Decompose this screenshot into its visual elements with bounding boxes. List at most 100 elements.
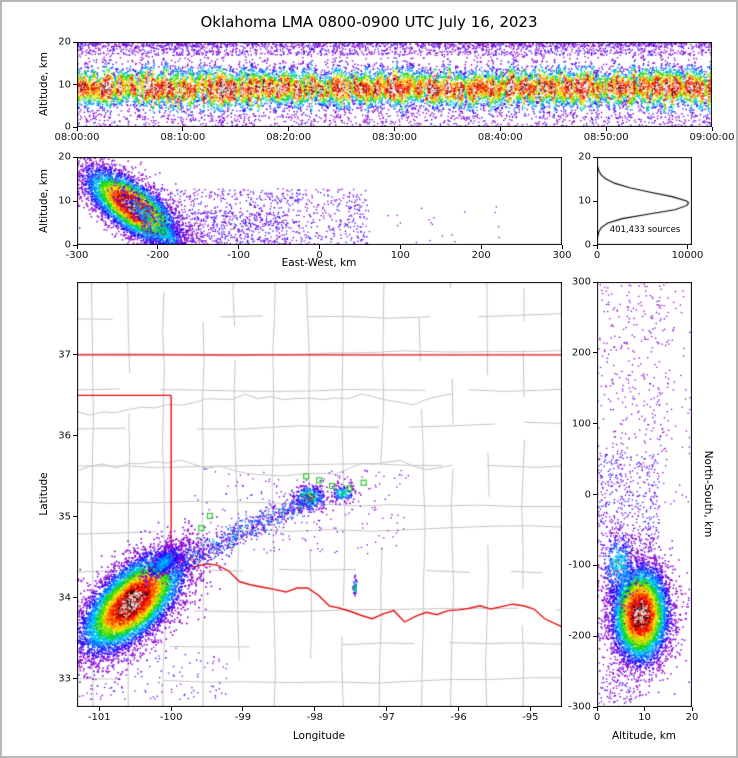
x-tick-label: -101 bbox=[87, 712, 111, 723]
x-tick bbox=[644, 707, 645, 711]
latitude-ylabel: Latitude bbox=[38, 472, 50, 516]
y-tick-label: 20 bbox=[58, 36, 71, 48]
x-tick-label: 0 bbox=[593, 250, 601, 261]
altitude-histogram-panel bbox=[597, 157, 692, 245]
x-tick bbox=[157, 245, 159, 249]
y-tick-label: 10 bbox=[58, 195, 71, 207]
y-tick bbox=[73, 84, 77, 85]
y-tick-label: 10 bbox=[578, 195, 591, 207]
y-tick-label: 0 bbox=[584, 489, 591, 500]
x-tick bbox=[288, 127, 290, 131]
y-tick-label: 37 bbox=[58, 349, 71, 361]
east-west-ylabel: Altitude, km bbox=[38, 168, 50, 234]
y-tick bbox=[73, 200, 77, 202]
y-tick-label: 35 bbox=[58, 511, 71, 523]
x-tick bbox=[605, 127, 607, 131]
x-tick bbox=[314, 707, 316, 711]
x-tick-label: 08:40:00 bbox=[477, 132, 523, 143]
north-south-height-canvas bbox=[597, 282, 692, 707]
ns-panel-xlabel: Altitude, km bbox=[611, 730, 677, 742]
y-tick bbox=[593, 200, 597, 202]
time-height-ylabel: Altitude, km bbox=[38, 51, 50, 117]
x-tick-label: -300 bbox=[65, 250, 89, 261]
y-tick-label: 100 bbox=[571, 418, 591, 430]
x-tick-label: 08:20:00 bbox=[266, 132, 312, 143]
figure-title: Oklahoma LMA 0800-0900 UTC July 16, 2023 bbox=[200, 13, 538, 31]
plan-view-map-canvas bbox=[77, 282, 562, 707]
x-tick bbox=[170, 707, 172, 711]
east-west-xlabel: East-West, km bbox=[281, 257, 357, 269]
x-tick bbox=[394, 127, 395, 131]
y-tick-label: 200 bbox=[571, 347, 591, 359]
x-tick-label: 08:10:00 bbox=[160, 132, 206, 143]
x-tick-label: 300 bbox=[552, 250, 572, 261]
y-tick-label: 0 bbox=[584, 239, 591, 251]
x-tick-label: -100 bbox=[159, 712, 183, 723]
y-tick bbox=[593, 156, 597, 158]
y-tick bbox=[73, 41, 77, 43]
time-height-panel bbox=[77, 42, 712, 127]
y-tick bbox=[73, 354, 77, 356]
y-tick bbox=[73, 435, 77, 437]
x-tick bbox=[182, 127, 184, 131]
x-tick bbox=[596, 245, 598, 249]
sources-count-label: 401,433 sources bbox=[609, 225, 681, 235]
x-tick-label: 10000 bbox=[671, 250, 704, 261]
y-tick bbox=[73, 156, 77, 158]
x-tick bbox=[76, 127, 78, 131]
x-tick-label: -96 bbox=[450, 712, 467, 723]
x-tick bbox=[596, 707, 598, 711]
x-tick bbox=[499, 127, 501, 131]
y-tick-label: 20 bbox=[578, 151, 591, 163]
x-tick bbox=[458, 707, 460, 711]
x-tick bbox=[691, 707, 693, 711]
x-tick-label: 0 bbox=[593, 712, 601, 723]
north-south-height-panel bbox=[597, 282, 692, 707]
longitude-xlabel: Longitude bbox=[292, 730, 346, 742]
y-tick-label: 20 bbox=[58, 151, 71, 163]
y-tick-label: 0 bbox=[64, 239, 71, 251]
y-tick-label: 0 bbox=[64, 121, 71, 133]
y-tick bbox=[593, 635, 597, 637]
altitude-histogram-canvas bbox=[597, 157, 692, 245]
y-tick bbox=[73, 516, 77, 518]
y-tick-label: 300 bbox=[571, 276, 591, 288]
x-tick-label: 08:30:00 bbox=[372, 132, 417, 143]
x-tick bbox=[561, 245, 563, 249]
x-tick-label: 08:50:00 bbox=[583, 132, 629, 143]
plan-view-map-panel bbox=[77, 282, 562, 707]
x-tick-label: 0 bbox=[316, 250, 323, 261]
x-tick bbox=[386, 707, 388, 711]
x-tick bbox=[529, 707, 531, 711]
x-tick-label: 100 bbox=[390, 250, 410, 261]
y-tick bbox=[593, 494, 597, 495]
y-tick bbox=[73, 678, 77, 680]
y-tick-label: 34 bbox=[58, 592, 71, 604]
x-tick bbox=[480, 245, 482, 249]
x-tick bbox=[98, 707, 100, 711]
x-tick bbox=[711, 127, 713, 131]
y-tick bbox=[73, 244, 77, 246]
y-tick bbox=[593, 423, 597, 425]
x-tick-label: 200 bbox=[471, 250, 491, 261]
x-tick-label: 08:00:00 bbox=[54, 132, 100, 143]
east-west-height-canvas bbox=[77, 157, 562, 245]
x-tick-label: -99 bbox=[234, 712, 252, 723]
east-west-height-panel bbox=[77, 157, 562, 245]
y-tick-label: -300 bbox=[568, 701, 591, 713]
x-tick bbox=[238, 245, 240, 249]
y-tick bbox=[593, 244, 597, 246]
x-tick-label: -100 bbox=[227, 250, 251, 261]
x-tick-label: -200 bbox=[146, 250, 170, 261]
y-tick bbox=[593, 281, 597, 283]
x-tick bbox=[686, 245, 688, 249]
x-tick-label: 09:00:00 bbox=[689, 132, 735, 143]
x-tick-label: 20 bbox=[685, 712, 699, 723]
time-height-canvas bbox=[77, 42, 712, 127]
y-tick-label: 10 bbox=[58, 79, 71, 90]
x-tick-label: -97 bbox=[378, 712, 395, 723]
north-south-ylabel: North-South, km bbox=[702, 450, 714, 538]
x-tick-label: 10 bbox=[638, 712, 651, 723]
y-tick bbox=[593, 352, 597, 354]
